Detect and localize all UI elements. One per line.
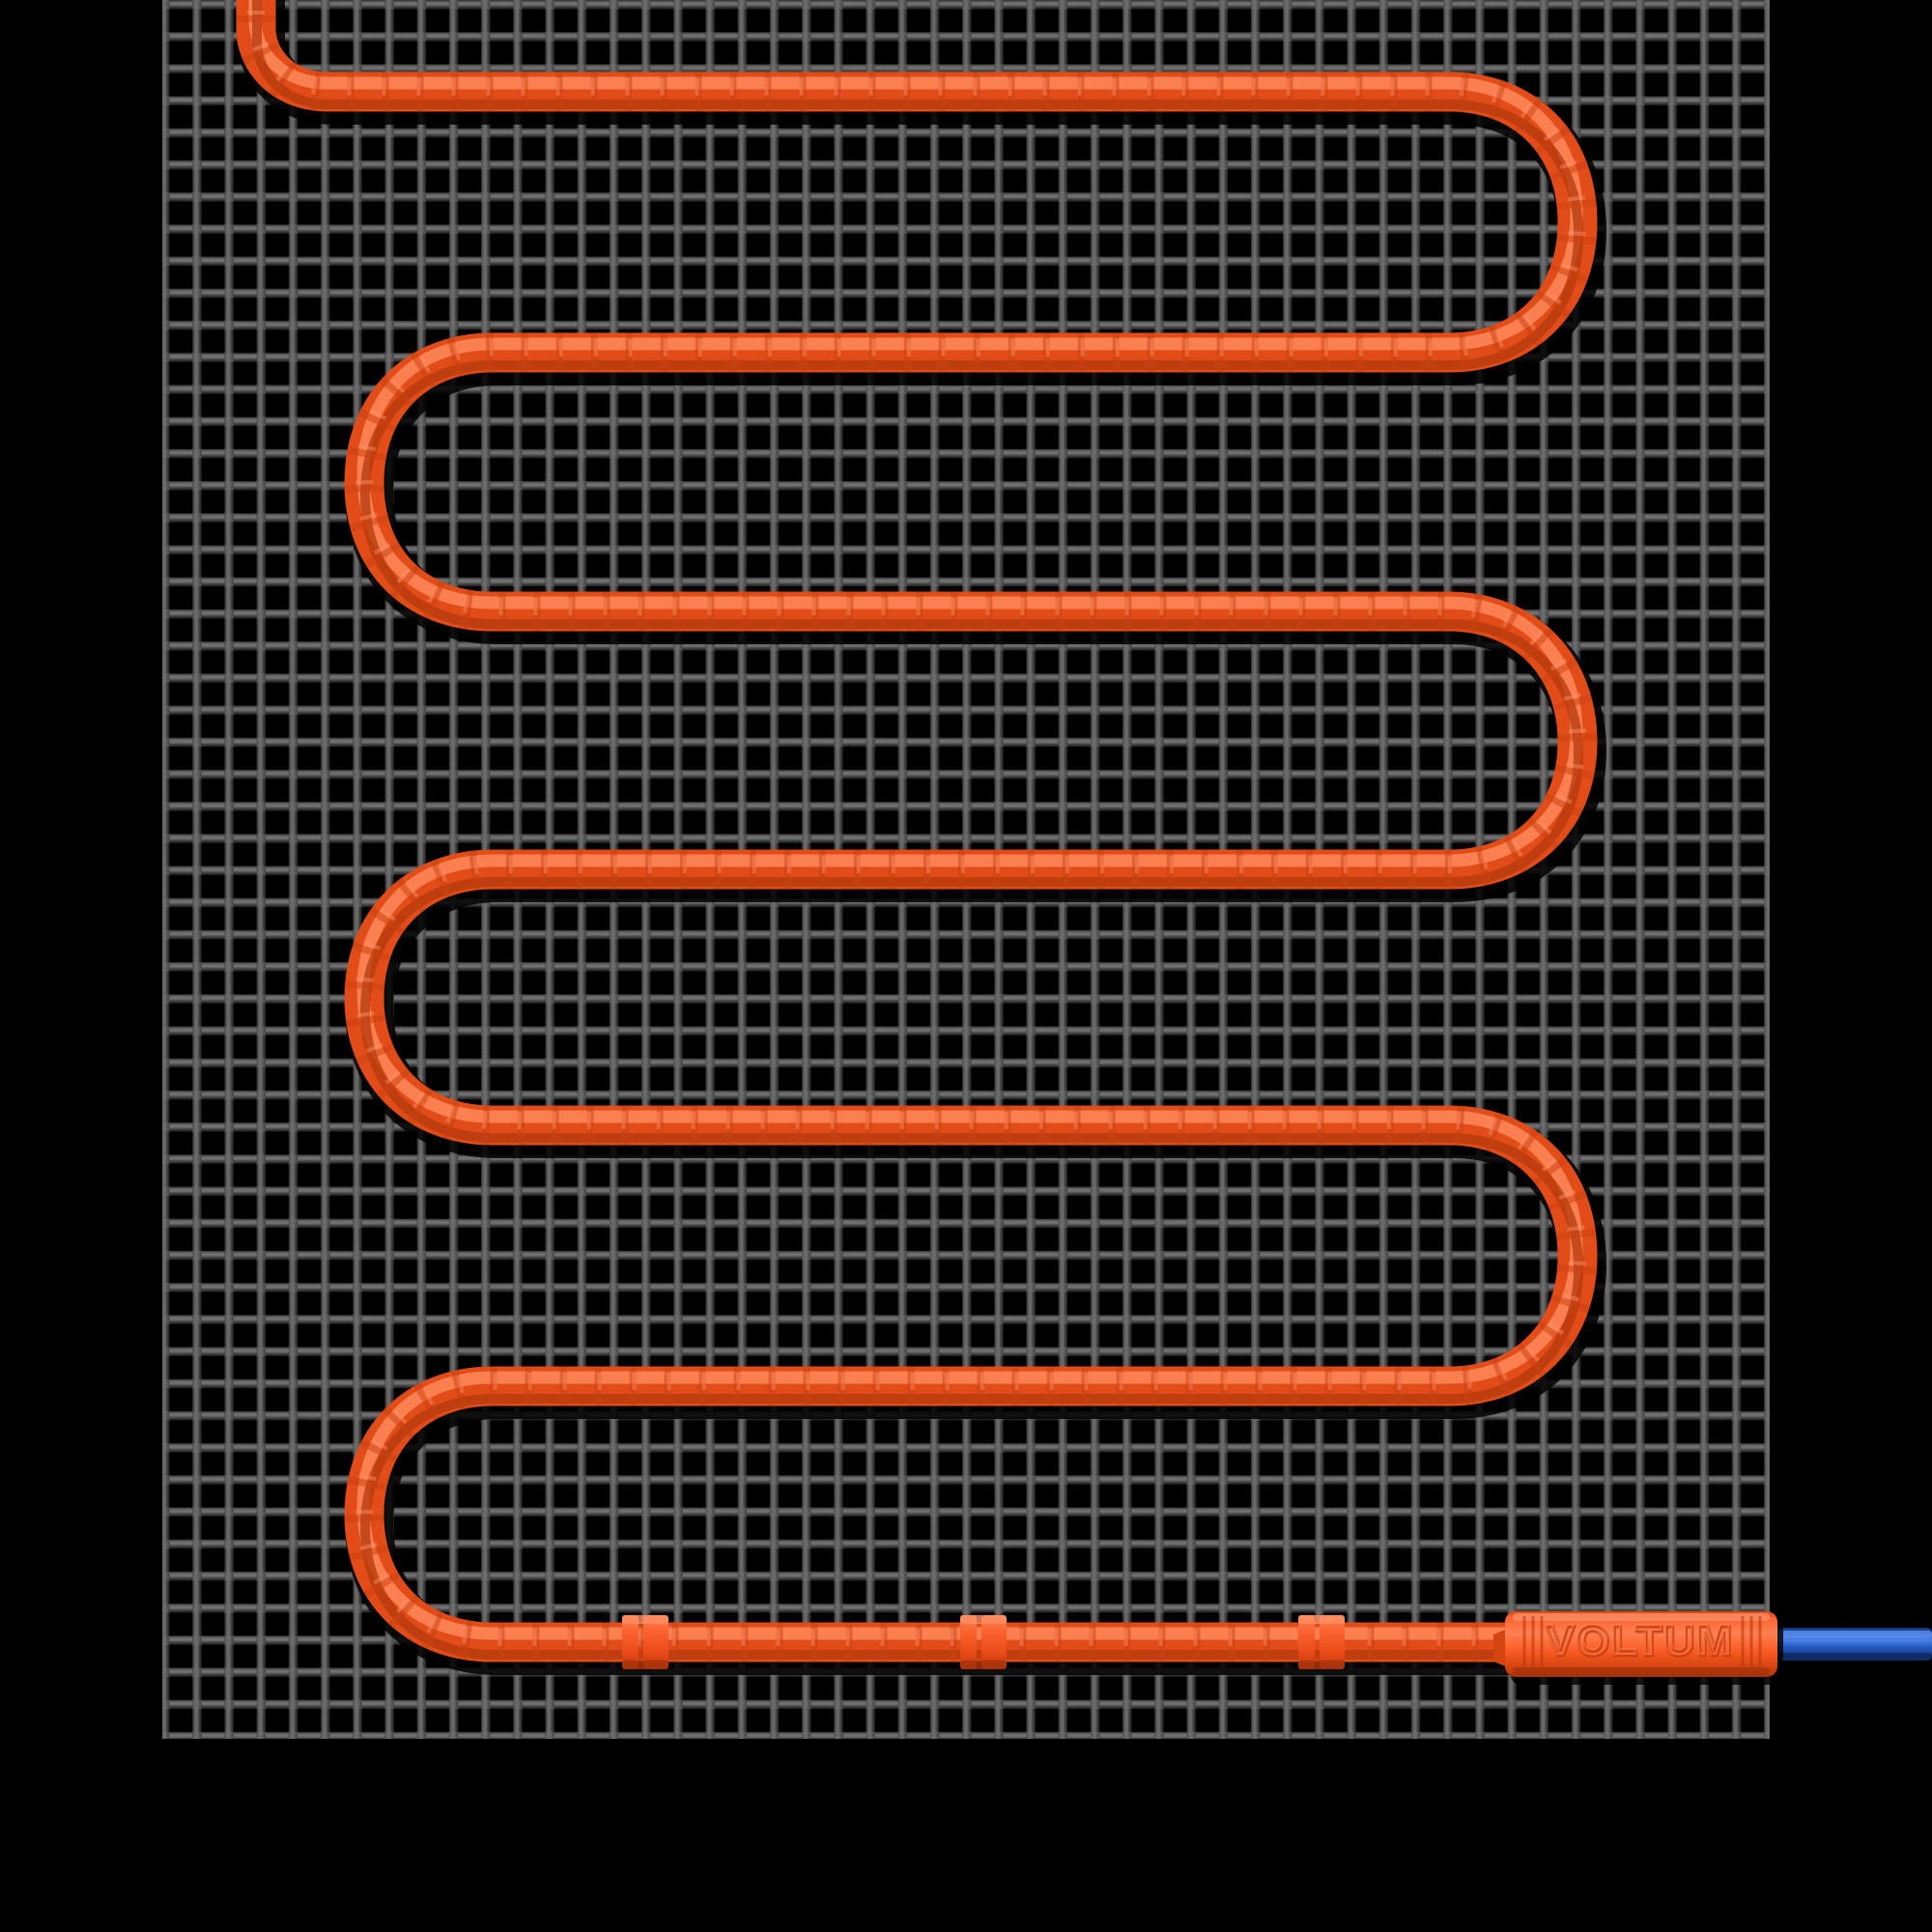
splice-connector: VOLTUM VOLTUM — [1493, 1611, 1783, 1685]
cable-retention-clips — [622, 1615, 1345, 1669]
cable-retention-clip — [960, 1615, 1007, 1669]
connector-brand-label: VOLTUM — [1547, 1618, 1735, 1665]
heating-cable — [236, 0, 1607, 1675]
cable-retention-clip — [1298, 1615, 1345, 1669]
cold-lead-cable — [1739, 1628, 1932, 1661]
cable-retention-clip — [622, 1615, 668, 1669]
connector-brand-label-highlight: VOLTUM — [1546, 1616, 1734, 1663]
